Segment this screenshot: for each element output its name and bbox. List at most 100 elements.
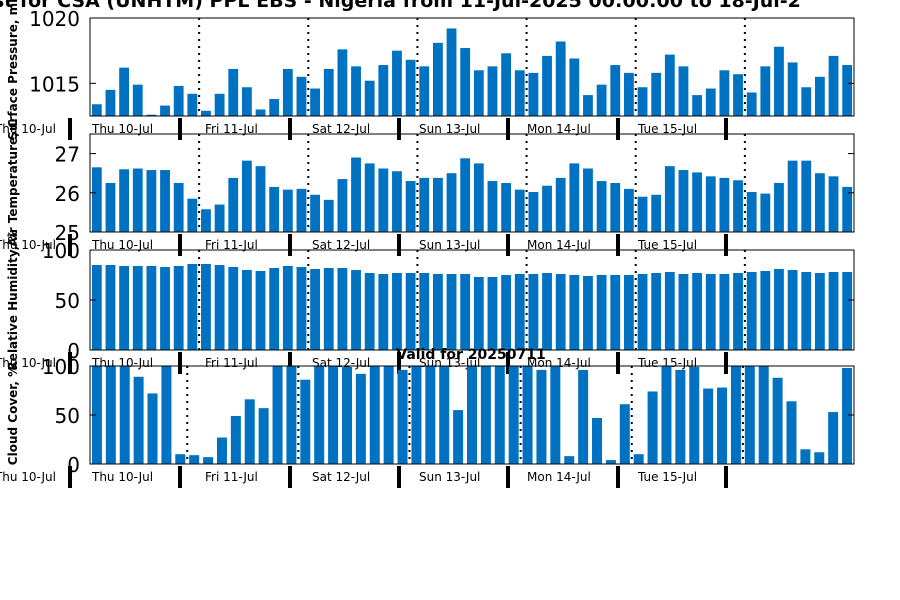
bar [528, 192, 539, 232]
bar [744, 366, 755, 464]
bar [842, 65, 853, 116]
bar [446, 28, 457, 117]
bar [337, 179, 348, 232]
bar [487, 181, 498, 232]
x-tick-label: Thu 10-Jul [0, 238, 56, 252]
bar [133, 376, 144, 464]
bar [201, 110, 211, 116]
bar [446, 173, 457, 232]
bar [717, 387, 728, 464]
bar [480, 366, 491, 464]
bar [514, 70, 525, 116]
bar [286, 366, 297, 464]
y-tick-label: 1020 [29, 7, 80, 31]
bar [119, 169, 130, 232]
bar [774, 183, 784, 232]
bar [514, 274, 525, 350]
bar [310, 88, 321, 116]
x-tick-label: Sat 12-Jul [312, 122, 370, 136]
bar [828, 272, 839, 350]
bar [337, 49, 348, 116]
bar [637, 87, 648, 116]
bar [774, 46, 784, 116]
bar [383, 366, 394, 464]
x-tick-label: Thu 10-Jul [91, 238, 153, 252]
bar [842, 272, 853, 350]
bar [328, 366, 339, 464]
bar [405, 181, 416, 232]
bar [487, 66, 498, 116]
bar [719, 70, 730, 116]
bar [91, 366, 102, 464]
bar [800, 449, 811, 464]
bar [228, 68, 239, 116]
bar [230, 415, 241, 464]
bar [282, 266, 293, 350]
bar [460, 158, 471, 232]
bar [105, 183, 116, 232]
bar [664, 166, 675, 232]
bar [255, 271, 266, 350]
bar [105, 265, 116, 350]
bar [760, 66, 771, 116]
bar [473, 163, 484, 232]
bar [432, 42, 443, 116]
x-tick-label: Thu 10-Jul [0, 356, 56, 370]
x-tick-label: Sat 12-Jul [312, 238, 370, 252]
bar [397, 369, 408, 464]
bar [187, 93, 198, 116]
bar [473, 277, 484, 350]
bar [555, 274, 566, 350]
bar [828, 176, 839, 232]
y-axis-label: Cloud Cover, % [6, 365, 20, 465]
bar [619, 404, 630, 464]
y-tick-label: 100 [42, 355, 80, 379]
bar [569, 275, 580, 350]
bar [119, 366, 130, 464]
bar [214, 204, 225, 232]
bar [814, 452, 825, 464]
bar [786, 401, 797, 464]
bar [175, 454, 186, 464]
bar [432, 274, 443, 350]
bar [592, 417, 603, 464]
bar [378, 65, 389, 116]
bar [569, 163, 580, 232]
bar [746, 272, 757, 350]
bar [187, 198, 198, 232]
y-tick-label: 50 [55, 289, 80, 313]
bar [241, 160, 252, 232]
bar [583, 276, 593, 350]
x-tick-label: Sun 13-Jul [419, 470, 480, 484]
bar [419, 66, 430, 116]
bar [467, 366, 477, 464]
bar [296, 76, 307, 116]
bar [550, 366, 561, 464]
bar [787, 160, 798, 232]
bar [392, 273, 402, 350]
bar [296, 267, 307, 350]
x-tick-label: Mon 14-Jul [527, 122, 591, 136]
x-tick-label: Tue 15-Jul [637, 238, 697, 252]
bar [703, 388, 714, 464]
x-tick-label: Thu 10-Jul [0, 470, 56, 484]
bar [203, 457, 214, 464]
bar [351, 66, 361, 116]
bar [814, 173, 825, 232]
y-tick-label: 1015 [29, 72, 80, 96]
bar [814, 76, 825, 116]
bar [282, 68, 293, 116]
bar [787, 62, 798, 116]
bar [637, 274, 648, 350]
bar [719, 274, 730, 350]
bar [314, 366, 325, 464]
bar [258, 408, 269, 464]
bar [453, 410, 464, 464]
bar [664, 54, 675, 116]
bar [730, 366, 741, 464]
bar [337, 268, 348, 350]
bar [536, 369, 547, 464]
bar [564, 456, 575, 464]
bar [282, 189, 293, 232]
